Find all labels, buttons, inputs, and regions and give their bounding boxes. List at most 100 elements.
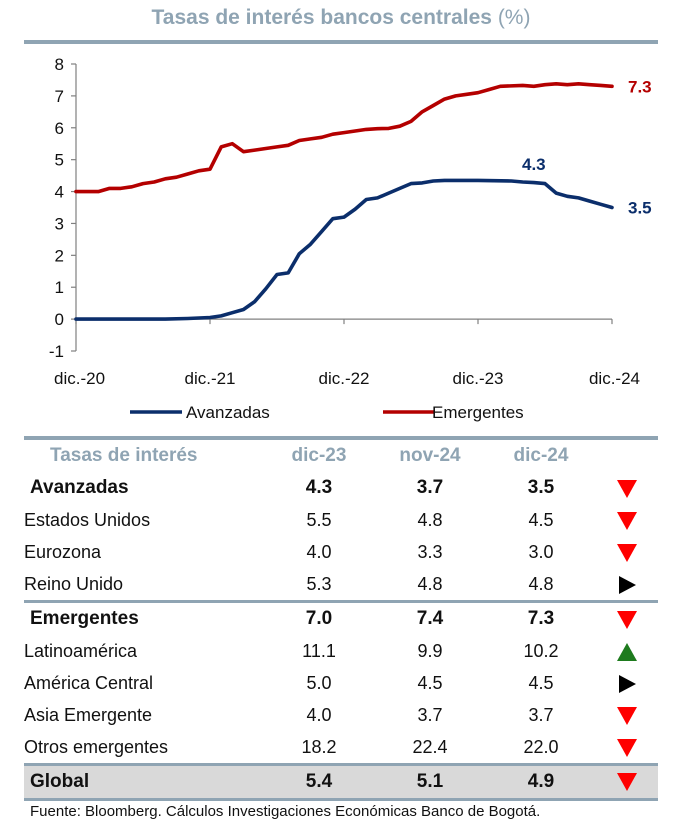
cell-dic-23: 4.0	[306, 541, 332, 562]
table-header-row: Tasas de interés dic-23 nov-24 dic-24	[24, 440, 658, 472]
trend-down-icon	[617, 543, 637, 562]
table-row: Avanzadas 4.3 3.7 3.5	[24, 472, 658, 504]
header-nov-24: nov-24	[399, 445, 461, 466]
trend-cell	[596, 600, 658, 635]
y-tick-label: 2	[55, 246, 64, 265]
rates-table: Tasas de interés dic-23 nov-24 dic-24 Av…	[24, 440, 658, 801]
cell-nov-24: 9.9	[417, 640, 443, 661]
cell-dic-23: 7.0	[264, 600, 374, 635]
cell-nov-24: 4.8	[417, 573, 443, 594]
legend-label-avanzadas: Avanzadas	[186, 403, 270, 422]
y-tick-label: 4	[55, 183, 64, 202]
cell-dic-23: 4.0	[306, 704, 332, 725]
cell-dic-24: 4.8	[528, 573, 554, 594]
cell-nov-24: 4.8	[417, 509, 443, 530]
cell-nov-24: 7.4	[374, 600, 486, 635]
y-tick-label: 3	[55, 214, 64, 233]
trend-cell	[596, 472, 658, 504]
cell-dic-23: 5.3	[306, 573, 332, 594]
chart-legend: Avanzadas Emergentes	[130, 403, 524, 422]
row-name: Reino Unido	[24, 573, 124, 594]
x-tick-label: dic.-23	[452, 369, 503, 388]
trend-cell	[596, 536, 658, 568]
trend-cell	[596, 635, 658, 667]
source-note: Fuente: Bloomberg. Cálculos Investigacio…	[30, 803, 541, 820]
row-name: Estados Unidos	[24, 509, 151, 530]
row-name: Avanzadas	[30, 477, 129, 498]
chart-series	[74, 82, 614, 321]
cell-dic-24: 3.7	[528, 704, 554, 725]
x-tick-label: dic.-22	[318, 369, 369, 388]
trend-cell	[596, 731, 658, 765]
data-label: 3.5	[628, 199, 652, 218]
table-row: Reino Unido 5.3 4.8 4.8	[24, 568, 658, 602]
y-tick-label: 1	[55, 278, 64, 297]
trend-flat-icon	[618, 674, 636, 693]
title-rule	[24, 40, 658, 44]
trend-down-icon	[617, 511, 637, 530]
y-tick-label: -1	[49, 342, 64, 361]
cell-dic-24: 3.5	[527, 477, 555, 498]
row-name: América Central	[24, 672, 154, 693]
y-tick-label: 0	[55, 310, 64, 329]
trend-cell	[596, 504, 658, 536]
cell-dic-24: 10.2	[523, 640, 559, 661]
y-tick-label: 6	[55, 119, 64, 138]
y-tick-label: 7	[55, 87, 64, 106]
line-chart: -1 0 1 2 3 4 5 6 7 8 dic.-20 dic.-21 dic.-22 dic.-23 d…	[49, 55, 652, 422]
cell-nov-24: 3.7	[417, 704, 443, 725]
chart-title-unit: (%)	[497, 6, 531, 29]
cell-nov-24: 22.4	[412, 736, 448, 757]
x-tick-label: dic.-20	[54, 369, 105, 388]
chart-title: Tasas de interés bancos centrales (%)	[0, 6, 682, 30]
cell-dic-23: 18.2	[301, 736, 337, 757]
table-row: Estados Unidos 5.5 4.8 4.5	[24, 504, 658, 536]
x-tick-label: dic.-21	[184, 369, 235, 388]
header-dic-24: dic-24	[513, 445, 569, 466]
row-name: Global	[24, 763, 264, 801]
trend-down-icon	[617, 738, 637, 757]
x-tick-label: dic.-24	[589, 369, 640, 388]
row-name: Emergentes	[24, 600, 264, 635]
cell-dic-23: 4.3	[305, 477, 333, 498]
cell-dic-23: 5.4	[264, 763, 374, 801]
y-tick-label: 8	[55, 55, 64, 74]
series-line-avanzadas	[74, 178, 614, 321]
cell-dic-24: 7.3	[486, 600, 596, 635]
table-body: Avanzadas 4.3 3.7 3.5 Estados Unidos 5.5 4.8 4.…	[24, 472, 658, 801]
trend-down-icon	[617, 479, 637, 498]
cell-nov-24: 3.3	[417, 541, 443, 562]
cell-nov-24: 5.1	[374, 763, 486, 801]
header-dic-23: dic-23	[291, 445, 347, 466]
trend-flat-icon	[618, 575, 636, 594]
trend-down-icon	[617, 772, 637, 791]
cell-dic-23: 11.1	[302, 640, 336, 661]
cell-dic-24: 4.5	[528, 509, 554, 530]
cell-nov-24: 3.7	[416, 477, 444, 498]
chart-title-text: Tasas de interés bancos centrales	[151, 6, 492, 29]
trend-down-icon	[617, 706, 637, 725]
trend-cell	[596, 568, 658, 602]
table-row: Asia Emergente 4.0 3.7 3.7	[24, 699, 658, 731]
row-name: Asia Emergente	[24, 704, 153, 725]
trend-up-icon	[617, 642, 637, 661]
chart-data-labels: 4.3 3.5 7.3	[522, 77, 652, 217]
chart-axes: -1 0 1 2 3 4 5 6 7 8 dic.-20 dic.-21 dic.-22 dic.-23 d…	[49, 55, 640, 388]
cell-dic-24: 4.9	[486, 763, 596, 801]
row-name: Otros emergentes	[24, 736, 169, 757]
header-name: Tasas de interés	[50, 445, 198, 466]
cell-dic-23: 5.0	[306, 672, 332, 693]
trend-down-icon	[617, 610, 637, 629]
y-tick-label: 5	[55, 151, 64, 170]
table-row: Otros emergentes 18.2 22.4 22.0	[24, 731, 658, 765]
table-row: Global 5.4 5.1 4.9	[24, 763, 658, 801]
row-name: Eurozona	[24, 541, 102, 562]
legend-label-emergentes: Emergentes	[432, 403, 524, 422]
cell-dic-24: 22.0	[523, 736, 559, 757]
table-row: Eurozona 4.0 3.3 3.0	[24, 536, 658, 568]
table-row: Emergentes 7.0 7.4 7.3	[24, 600, 658, 635]
data-label: 7.3	[628, 77, 652, 96]
trend-cell	[596, 699, 658, 731]
chart-table-rule	[24, 436, 658, 440]
data-label: 4.3	[522, 155, 546, 174]
